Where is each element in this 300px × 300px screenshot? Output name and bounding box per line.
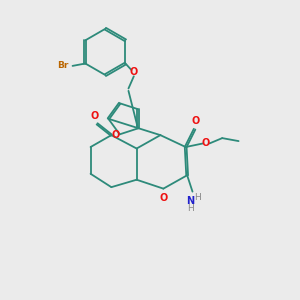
Text: H: H — [194, 193, 201, 202]
Text: O: O — [130, 68, 138, 77]
Text: O: O — [202, 139, 210, 148]
Text: Br: Br — [58, 61, 69, 70]
Text: H: H — [187, 204, 194, 213]
Text: N: N — [186, 196, 194, 206]
Text: O: O — [191, 116, 200, 126]
Text: O: O — [160, 193, 168, 202]
Text: O: O — [91, 111, 99, 121]
Text: O: O — [111, 130, 120, 140]
